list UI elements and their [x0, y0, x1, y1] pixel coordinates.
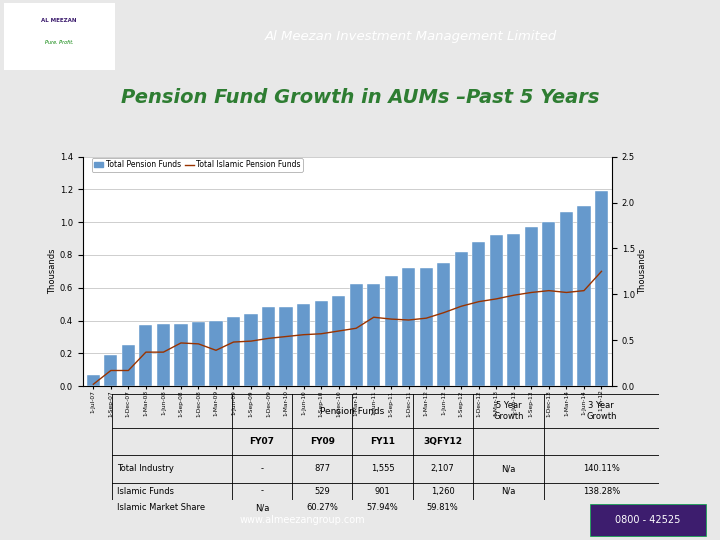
Bar — [210, 321, 222, 386]
Text: -: - — [261, 464, 264, 474]
Bar — [104, 355, 117, 386]
Y-axis label: Thousands: Thousands — [48, 248, 57, 294]
Text: AL MEEZAN: AL MEEZAN — [41, 18, 77, 23]
Text: Islamic Market Share: Islamic Market Share — [117, 503, 205, 512]
Bar — [490, 235, 503, 386]
Text: 1,555: 1,555 — [371, 464, 395, 474]
Bar — [525, 227, 538, 386]
Bar — [455, 252, 468, 386]
Text: 5 Year
Growth: 5 Year Growth — [493, 401, 523, 421]
Bar — [472, 242, 485, 386]
Bar — [508, 234, 521, 386]
Bar — [86, 375, 100, 386]
Bar — [542, 222, 556, 386]
Text: N/a: N/a — [501, 464, 516, 474]
Text: N/a: N/a — [501, 487, 516, 496]
Bar — [139, 326, 153, 386]
Text: 1,260: 1,260 — [431, 487, 454, 496]
Text: Total Industry: Total Industry — [117, 464, 174, 474]
Text: 60.27%: 60.27% — [306, 503, 338, 512]
Text: Pension Funds: Pension Funds — [320, 407, 384, 416]
Text: Pension Fund Growth in AUMs –Past 5 Years: Pension Fund Growth in AUMs –Past 5 Year… — [121, 87, 599, 107]
Bar — [227, 317, 240, 386]
Text: Al Meezan Investment Management Limited: Al Meezan Investment Management Limited — [264, 30, 557, 43]
Bar — [384, 276, 397, 386]
Y-axis label: Thousands: Thousands — [638, 248, 647, 294]
Bar — [297, 304, 310, 386]
Bar — [192, 322, 205, 386]
Text: 877: 877 — [314, 464, 330, 474]
Bar — [174, 324, 187, 386]
Bar — [279, 307, 292, 386]
Text: 901: 901 — [374, 487, 390, 496]
Text: FY09: FY09 — [310, 437, 335, 446]
Text: 140.11%: 140.11% — [583, 464, 620, 474]
Text: N/a: N/a — [255, 503, 269, 512]
Text: -: - — [261, 487, 264, 496]
Bar — [350, 285, 363, 386]
Text: 57.94%: 57.94% — [366, 503, 398, 512]
Bar — [560, 212, 573, 386]
Text: Pure. Profit.: Pure. Profit. — [45, 40, 73, 45]
Text: www.almeezangroup.com: www.almeezangroup.com — [240, 515, 365, 525]
Text: 138.28%: 138.28% — [582, 487, 620, 496]
Bar — [367, 285, 380, 386]
FancyBboxPatch shape — [590, 503, 706, 536]
Legend: Total Pension Funds, Total Islamic Pension Funds: Total Pension Funds, Total Islamic Pensi… — [92, 158, 303, 172]
Text: 0800 - 42525: 0800 - 42525 — [616, 515, 680, 525]
Bar — [122, 345, 135, 386]
Bar — [595, 191, 608, 386]
Bar — [437, 263, 450, 386]
Text: 3 Year
Growth: 3 Year Growth — [586, 401, 616, 421]
Bar — [420, 268, 433, 386]
Text: 3QFY12: 3QFY12 — [423, 437, 462, 446]
Bar — [157, 324, 170, 386]
Text: 529: 529 — [315, 487, 330, 496]
Bar — [332, 296, 345, 386]
Bar — [262, 307, 275, 386]
Text: Islamic Funds: Islamic Funds — [117, 487, 174, 496]
Bar — [402, 268, 415, 386]
Text: FY07: FY07 — [250, 437, 274, 446]
Text: FY11: FY11 — [370, 437, 395, 446]
Bar — [245, 314, 258, 386]
Text: 59.81%: 59.81% — [427, 503, 459, 512]
Bar — [315, 301, 328, 386]
Text: 2,107: 2,107 — [431, 464, 454, 474]
FancyBboxPatch shape — [4, 3, 115, 70]
Bar — [577, 206, 590, 386]
